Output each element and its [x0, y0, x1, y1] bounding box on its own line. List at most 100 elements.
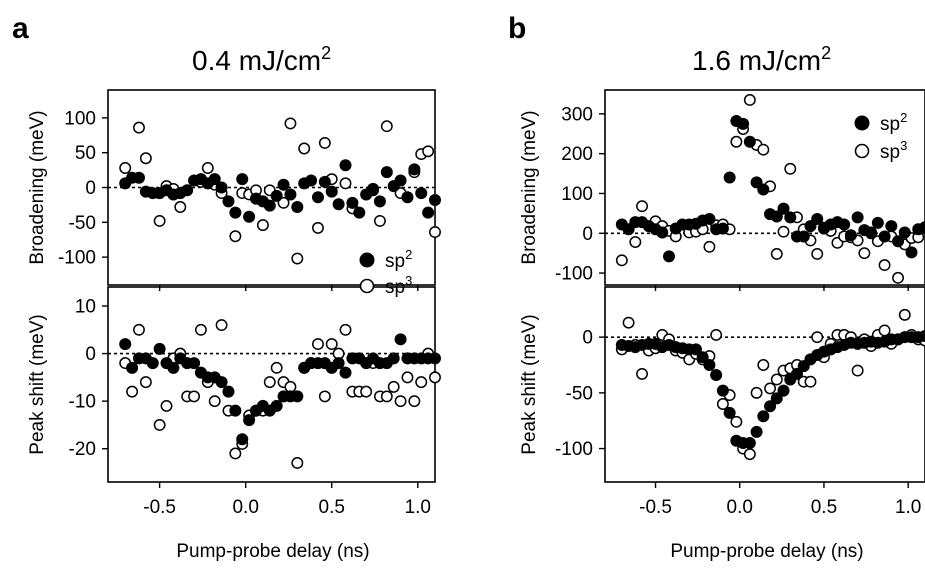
plot-b-top-point-sp3 — [743, 93, 756, 106]
plot-b-bottom-point-sp3 — [851, 364, 864, 377]
plot-a-bottom-ylabel: Peak shift (meV) — [27, 314, 48, 454]
plot-a-top-point-sp2 — [332, 198, 345, 211]
plot-a-top-point-sp3 — [373, 214, 386, 227]
plot-a-broadening: 100 50 0 -50 -100 Broadening (meV) — [27, 89, 441, 291]
plot-b-top-point-sp3 — [784, 162, 797, 175]
panel-letter-b: b — [508, 12, 526, 45]
plot-a-top-point-sp3 — [312, 221, 324, 234]
plot-a-bottom-point-sp3 — [415, 376, 428, 389]
plot-b-bottom-point-sp3 — [757, 359, 770, 371]
plot-b-top-ytick-label: 100 — [561, 184, 593, 205]
plot-b-top-ytick-label: 300 — [561, 104, 593, 125]
plot-a-top-series-sp2 — [119, 159, 441, 223]
legend-a-sp2: sp2 — [359, 247, 412, 272]
plot-a-top-point-sp2 — [339, 159, 352, 172]
plot-b-bottom-point-sp3 — [804, 375, 817, 388]
plot-b-top-point-sp2 — [898, 226, 911, 239]
plot-b-top-point-sp3 — [770, 248, 783, 260]
plot-b-bottom-point-sp2 — [764, 400, 777, 413]
plot-a-top-ytick-label: 0 — [85, 178, 96, 199]
plot-b-top-point-sp3 — [858, 247, 871, 260]
plot-b-bottom-point-sp3 — [730, 415, 743, 428]
plot-a-top-point-sp3 — [339, 177, 352, 190]
plot-a-bottom-point-sp2 — [243, 414, 256, 427]
legend-b-sp3: sp3 — [854, 138, 907, 163]
plot-a-bottom-point-sp3 — [312, 338, 324, 351]
plot-a-bottom-point-sp3 — [270, 361, 283, 374]
plot-b-bottom-point-sp2 — [689, 343, 702, 356]
plot-b-bottom-point-sp3 — [898, 308, 911, 321]
plot-b-bottom-point-sp3 — [878, 324, 891, 337]
plot-a-bottom-point-sp2 — [215, 376, 228, 389]
plot-a-top-point-sp3 — [318, 136, 331, 149]
plot-b-top-point-sp2 — [919, 221, 925, 234]
plot-a-bottom-series-sp3 — [119, 319, 441, 469]
plot-a-bottom-point-sp3 — [401, 371, 414, 384]
plot-a-bottom-point-sp3 — [208, 395, 221, 408]
plot-b-bottom-point-sp2 — [791, 367, 803, 380]
plot-b-top-point-sp2 — [871, 216, 884, 229]
plot-b-top-point-sp2 — [716, 222, 729, 235]
plot-a-bottom-point-sp3 — [139, 376, 152, 389]
plot-a-top-point-sp2 — [422, 206, 435, 219]
plot-b-top-ytick-label: -100 — [555, 264, 593, 285]
panel-letter-a: a — [12, 12, 29, 45]
plot-b-top-point-sp2 — [723, 171, 736, 184]
plot-a-bottom-point-sp3 — [394, 395, 407, 408]
plot-a-top-ylabel: Broadening (meV) — [27, 110, 48, 264]
plot-b-top-series-sp2 — [615, 115, 925, 263]
plot-a-bottom-point-sp3 — [408, 395, 421, 408]
plot-b-broadening: 300 200 100 0 -100 Broadening (meV) — [519, 89, 925, 291]
plot-b-top-point-sp2 — [905, 246, 918, 259]
plot-a-top-point-sp2 — [222, 195, 235, 208]
plot-b-top-point-sp2 — [703, 212, 716, 225]
plot-b-top-point-sp2 — [838, 218, 851, 231]
plot-b-top-point-sp2 — [844, 229, 857, 242]
plot-b-bottom-point-sp3 — [811, 331, 824, 344]
plot-a-top-point-sp2 — [353, 206, 366, 219]
plot-a-top-point-sp3 — [380, 120, 393, 133]
plot-a-bottom-point-sp2 — [126, 361, 139, 374]
plot-b-bottom-point-sp3 — [743, 448, 756, 461]
plot-a-top-ytick-label: 100 — [64, 108, 96, 129]
plot-b-bottom-point-sp3 — [750, 386, 763, 399]
plot-a-top-point-sp3 — [429, 226, 441, 239]
plot-b-top-point-sp2 — [784, 211, 797, 224]
plot-a-bottom-point-sp3 — [229, 447, 242, 460]
legend-a-sp3-marker — [359, 278, 375, 294]
plot-a-bottom-point-sp2 — [339, 366, 352, 379]
plot-b-top-point-sp2 — [770, 210, 783, 223]
plot-a-bottom-point-sp3 — [318, 390, 331, 403]
plot-a-top-point-sp2 — [132, 171, 145, 184]
panel-a-xlabel: Pump-probe delay (ns) — [176, 541, 369, 562]
plot-b-top-point-sp3 — [892, 271, 905, 284]
plot-a-bottom-point-sp3 — [325, 338, 338, 351]
plot-a-bottom-ytick-label: -10 — [69, 392, 96, 413]
plot-a-bottom-point-sp2 — [167, 361, 180, 374]
panel-b-title: 1.6 mJ/cm2 — [692, 43, 831, 76]
legend-a-sp3-label: sp3 — [385, 273, 412, 298]
plot-a-top-point-sp2 — [277, 178, 290, 191]
panel-a-title-sup: 2 — [321, 43, 331, 63]
plot-b-bottom-point-sp3 — [716, 398, 729, 410]
plot-a-top-point-sp2 — [408, 163, 421, 176]
plot-a-bottom-point-sp3 — [339, 323, 352, 336]
plot-a-top-point-sp2 — [305, 174, 318, 187]
plot-b-bottom-point-sp3 — [636, 367, 649, 380]
plot-a-bottom-point-sp2 — [394, 333, 407, 346]
plot-a-top-point-sp2 — [284, 188, 297, 201]
plot-a-bottom-point-sp2 — [270, 399, 283, 412]
legend-a: sp2 sp3 — [359, 247, 412, 298]
plot-b-bottom-ytick-label: -100 — [555, 439, 593, 460]
plot-a-top-point-sp3 — [174, 201, 187, 213]
plot-b-bottom-series-sp2 — [615, 330, 925, 449]
plot-a-top-point-sp3 — [229, 230, 242, 243]
plot-a-bottom-point-sp3 — [153, 418, 166, 431]
plot-b-top-point-sp2 — [797, 230, 810, 243]
legend-b-sp3-marker — [854, 143, 870, 159]
plot-a-bottom-point-sp3 — [429, 371, 441, 384]
plot-a-bottom-ytick-label: 10 — [75, 297, 96, 318]
plot-a-top-point-sp2 — [208, 173, 221, 186]
